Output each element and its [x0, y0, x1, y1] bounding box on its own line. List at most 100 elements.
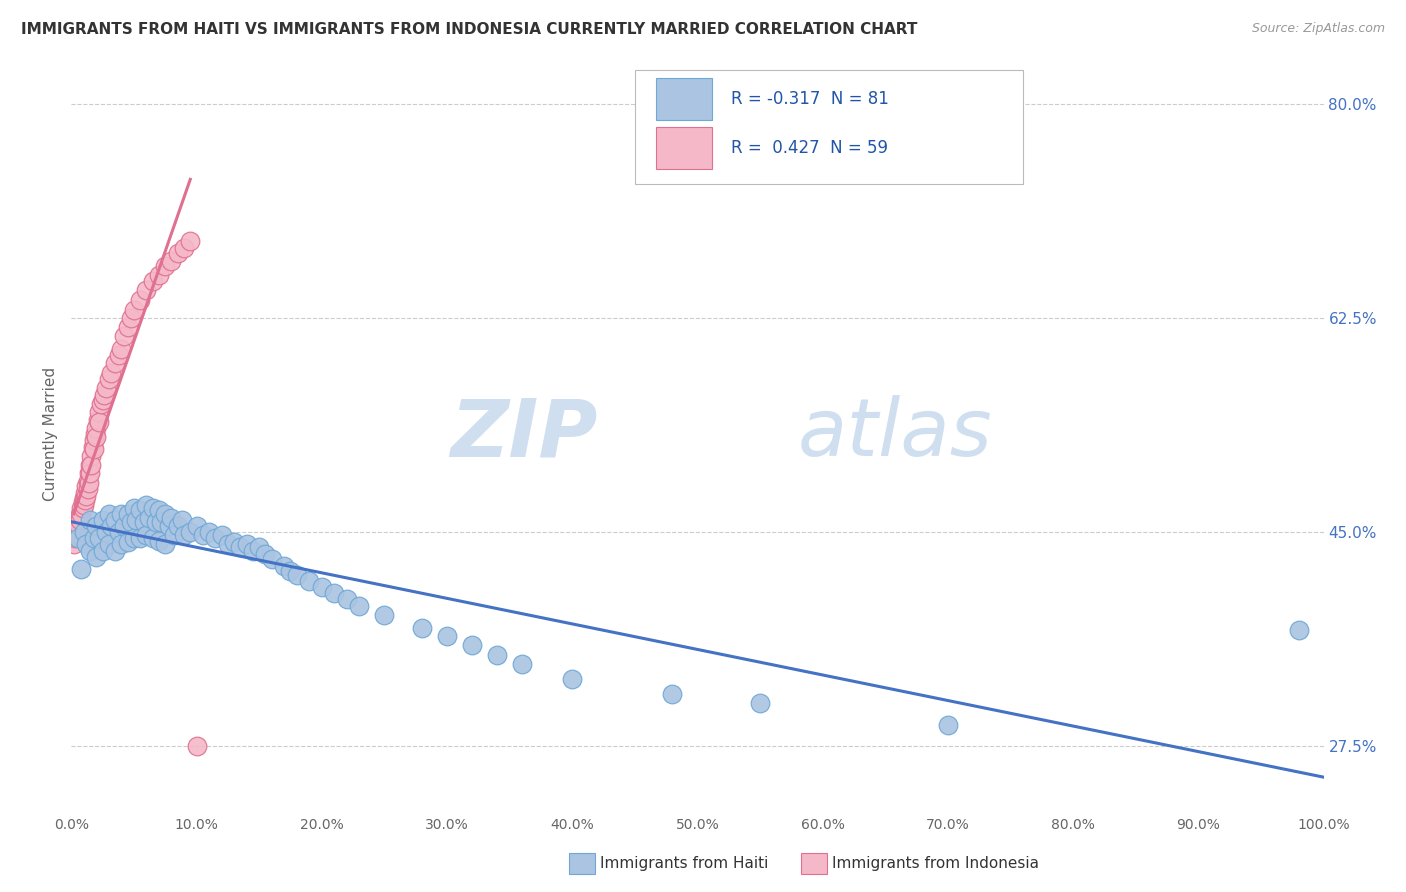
Point: [155, 537, 177, 551]
Point: [70, 562, 93, 576]
Text: Immigrants from Haiti: Immigrants from Haiti: [600, 856, 769, 871]
Point: [235, 537, 257, 551]
Point: [77, 467, 100, 481]
Point: [120, 516, 142, 530]
Point: [100, 519, 122, 533]
Point: [83, 434, 105, 448]
Point: [80, 458, 103, 472]
Point: [411, 621, 433, 635]
Point: [204, 531, 226, 545]
Point: [148, 503, 170, 517]
Point: [110, 507, 132, 521]
Point: [97, 372, 120, 386]
Point: [179, 525, 201, 540]
Point: [93, 388, 115, 402]
Point: [87, 415, 110, 429]
Point: [96, 381, 118, 395]
Point: [112, 519, 135, 533]
Point: [87, 531, 110, 545]
Point: [69, 507, 91, 521]
Point: [76, 483, 98, 497]
Point: [461, 638, 484, 652]
Point: [135, 283, 157, 297]
FancyBboxPatch shape: [636, 70, 1024, 184]
Point: [163, 527, 186, 541]
Point: [217, 537, 239, 551]
Point: [298, 574, 321, 588]
Point: [120, 311, 142, 326]
Point: [100, 366, 122, 380]
Point: [104, 513, 127, 527]
Point: [138, 510, 160, 524]
Point: [224, 535, 246, 549]
Point: [67, 519, 90, 533]
Point: [66, 531, 89, 545]
Point: [186, 739, 208, 754]
Point: [166, 519, 188, 533]
Point: [135, 498, 157, 512]
Point: [155, 507, 177, 521]
Point: [135, 527, 157, 541]
Point: [82, 440, 104, 454]
Point: [75, 486, 97, 500]
Point: [160, 510, 183, 524]
Point: [148, 533, 170, 548]
Point: [87, 405, 110, 419]
Point: [191, 527, 214, 541]
Point: [83, 531, 105, 545]
Point: [661, 687, 683, 701]
Point: [1288, 623, 1310, 637]
Point: [510, 657, 533, 672]
Point: [186, 519, 208, 533]
Point: [70, 500, 93, 515]
Point: [285, 568, 308, 582]
Point: [749, 697, 772, 711]
Point: [66, 519, 89, 533]
Bar: [657, 128, 713, 169]
Point: [86, 430, 108, 444]
Point: [77, 476, 100, 491]
Point: [160, 253, 183, 268]
Point: [170, 513, 193, 527]
Point: [373, 608, 395, 623]
Point: [142, 531, 165, 545]
Text: ZIP: ZIP: [450, 395, 598, 474]
Point: [349, 599, 371, 613]
Point: [76, 474, 98, 488]
Point: [117, 535, 139, 549]
Text: atlas: atlas: [797, 395, 993, 474]
Y-axis label: Currently Married: Currently Married: [44, 368, 58, 501]
Point: [122, 500, 145, 515]
Point: [122, 531, 145, 545]
Point: [117, 319, 139, 334]
Point: [67, 513, 90, 527]
Point: [97, 537, 120, 551]
Point: [86, 519, 108, 533]
Point: [110, 342, 132, 356]
Point: [79, 513, 101, 527]
Point: [142, 500, 165, 515]
Point: [63, 537, 86, 551]
Point: [83, 442, 105, 456]
Point: [198, 525, 221, 540]
Point: [104, 543, 127, 558]
Point: [242, 543, 264, 558]
Point: [72, 494, 94, 508]
Point: [80, 450, 103, 464]
Point: [91, 513, 114, 527]
Point: [173, 241, 195, 255]
Point: [117, 507, 139, 521]
Point: [79, 458, 101, 472]
Point: [323, 586, 346, 600]
Point: [97, 507, 120, 521]
Point: [936, 718, 959, 732]
Text: Source: ZipAtlas.com: Source: ZipAtlas.com: [1251, 22, 1385, 36]
Point: [112, 329, 135, 343]
Point: [84, 427, 107, 442]
Point: [229, 540, 252, 554]
Text: IMMIGRANTS FROM HAITI VS IMMIGRANTS FROM INDONESIA CURRENTLY MARRIED CORRELATION: IMMIGRANTS FROM HAITI VS IMMIGRANTS FROM…: [21, 22, 918, 37]
Point: [66, 527, 89, 541]
Point: [75, 493, 97, 508]
Point: [150, 516, 173, 530]
Point: [254, 547, 277, 561]
